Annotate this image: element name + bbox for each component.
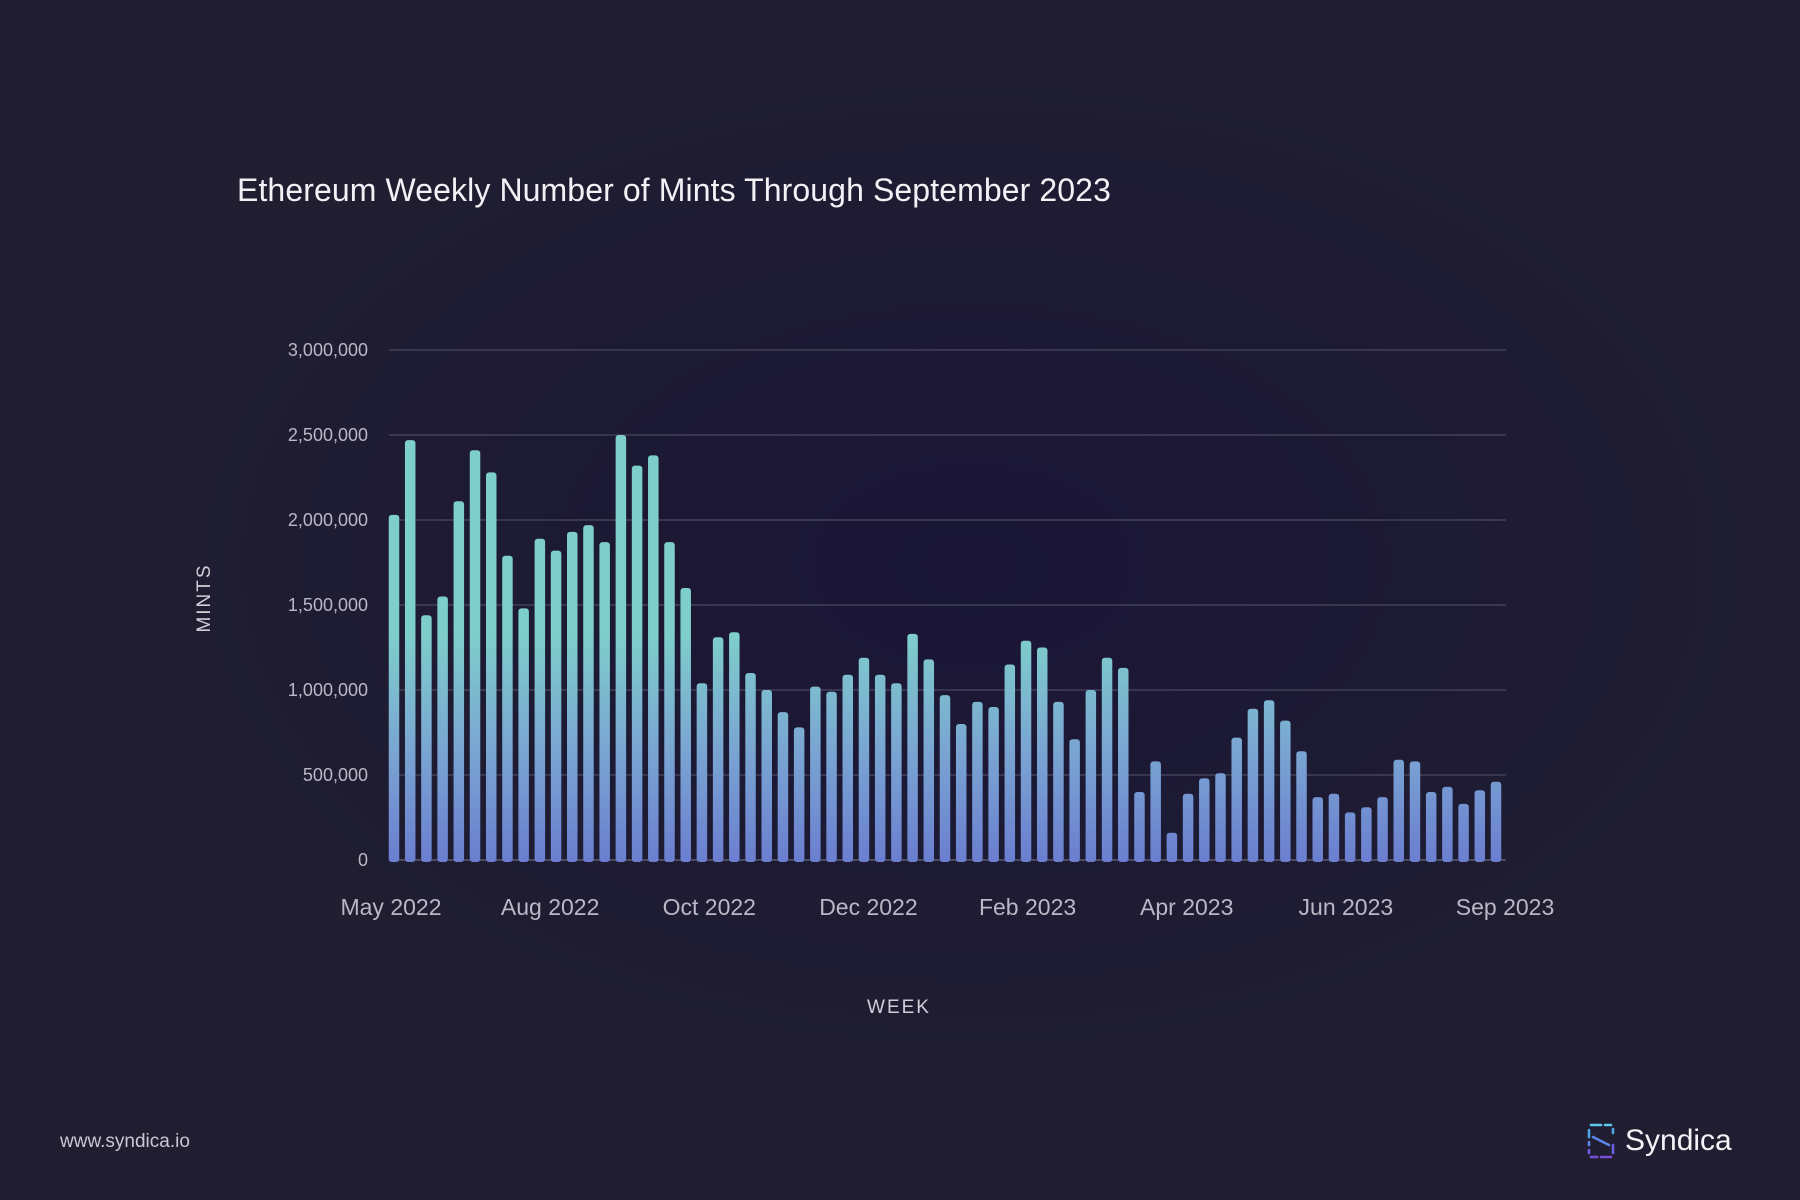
y-tick-label: 1,500,000 <box>288 595 368 615</box>
bar <box>1069 739 1080 862</box>
x-tick-label: Aug 2022 <box>501 894 599 920</box>
bar <box>1409 761 1421 862</box>
x-tick-label: Dec 2022 <box>819 894 917 920</box>
bar <box>404 440 416 862</box>
bar <box>1166 832 1178 862</box>
bar <box>502 555 513 862</box>
bar <box>648 455 659 862</box>
y-tick-label: 2,500,000 <box>288 425 368 445</box>
bar <box>810 686 821 862</box>
bar <box>1490 781 1502 862</box>
bar <box>1247 708 1259 862</box>
bar <box>388 514 400 862</box>
bar <box>955 724 967 862</box>
bar <box>1393 759 1405 862</box>
bar <box>567 531 578 862</box>
footer-url: www.syndica.io <box>60 1131 190 1152</box>
bar <box>1215 773 1226 862</box>
bar <box>680 588 691 862</box>
bar <box>437 596 448 862</box>
bar <box>745 673 756 862</box>
bar <box>1328 793 1340 862</box>
bar <box>1458 803 1469 862</box>
y-axis-tick-labels: 0 500,000 1,000,000 1,500,000 2,000,000 2,500… <box>288 340 368 870</box>
bar <box>664 542 675 862</box>
y-tick-label: 500,000 <box>303 765 368 785</box>
x-tick-label: Feb 2023 <box>979 894 1076 920</box>
bar <box>1053 701 1064 862</box>
bar <box>793 727 805 862</box>
bar <box>939 695 951 862</box>
bar <box>1182 793 1194 862</box>
bar <box>1004 664 1016 862</box>
y-tick-label: 2,000,000 <box>288 510 368 530</box>
bar <box>1085 690 1097 862</box>
x-tick-label: May 2022 <box>340 894 441 920</box>
x-tick-label: Apr 2023 <box>1140 894 1233 920</box>
y-axis-label: MINTS <box>194 563 215 632</box>
bars <box>388 435 1502 862</box>
x-tick-label: Oct 2022 <box>663 894 756 920</box>
bar <box>615 435 627 862</box>
bar <box>453 501 465 862</box>
bar <box>1118 667 1129 862</box>
bar <box>826 691 837 862</box>
bar <box>696 683 708 862</box>
bar <box>1377 797 1388 862</box>
bar <box>729 632 740 862</box>
bar <box>1020 640 1032 862</box>
bar <box>421 615 432 862</box>
bar <box>1134 792 1145 862</box>
bar <box>534 538 546 862</box>
x-axis-label: WEEK <box>867 997 931 1018</box>
bar <box>972 701 983 862</box>
bar <box>761 690 772 862</box>
bar <box>1442 786 1453 862</box>
bar <box>1425 792 1437 862</box>
bar <box>874 674 886 862</box>
bar <box>1199 778 1210 862</box>
bar <box>1280 720 1291 862</box>
bar <box>518 608 529 862</box>
bar <box>1361 807 1372 862</box>
x-tick-label: Jun 2023 <box>1299 894 1394 920</box>
x-axis-tick-labels: May 2022 Aug 2022 Oct 2022 Dec 2022 Feb 2023… <box>340 894 1554 920</box>
bar <box>550 550 562 862</box>
syndica-logo-icon <box>1587 1123 1615 1159</box>
bar <box>1474 790 1486 862</box>
bar <box>842 674 854 862</box>
bar <box>1263 700 1275 862</box>
bar <box>1036 647 1048 862</box>
bar <box>988 707 999 862</box>
chart-title: Ethereum Weekly Number of Mints Through … <box>237 172 1111 208</box>
bar <box>1150 761 1161 862</box>
bar <box>712 637 724 862</box>
bar <box>891 683 902 862</box>
y-tick-label: 1,000,000 <box>288 680 368 700</box>
bar <box>599 542 610 862</box>
bar <box>1231 737 1242 862</box>
y-tick-label: 3,000,000 <box>288 340 368 360</box>
bar <box>923 659 935 862</box>
bar <box>858 657 870 862</box>
bar <box>1101 657 1113 862</box>
bar <box>469 450 481 862</box>
brand-logo: Syndica <box>1585 1121 1732 1161</box>
bar <box>1296 751 1307 862</box>
bar <box>1344 812 1356 862</box>
x-tick-label: Sep 2023 <box>1456 894 1554 920</box>
bar <box>777 712 789 862</box>
bar <box>485 472 497 862</box>
bar <box>1312 797 1323 862</box>
brand-name: Syndica <box>1625 1124 1732 1157</box>
bar <box>583 525 594 862</box>
y-tick-label: 0 <box>358 850 368 870</box>
bar <box>907 633 918 862</box>
bar <box>631 465 643 862</box>
